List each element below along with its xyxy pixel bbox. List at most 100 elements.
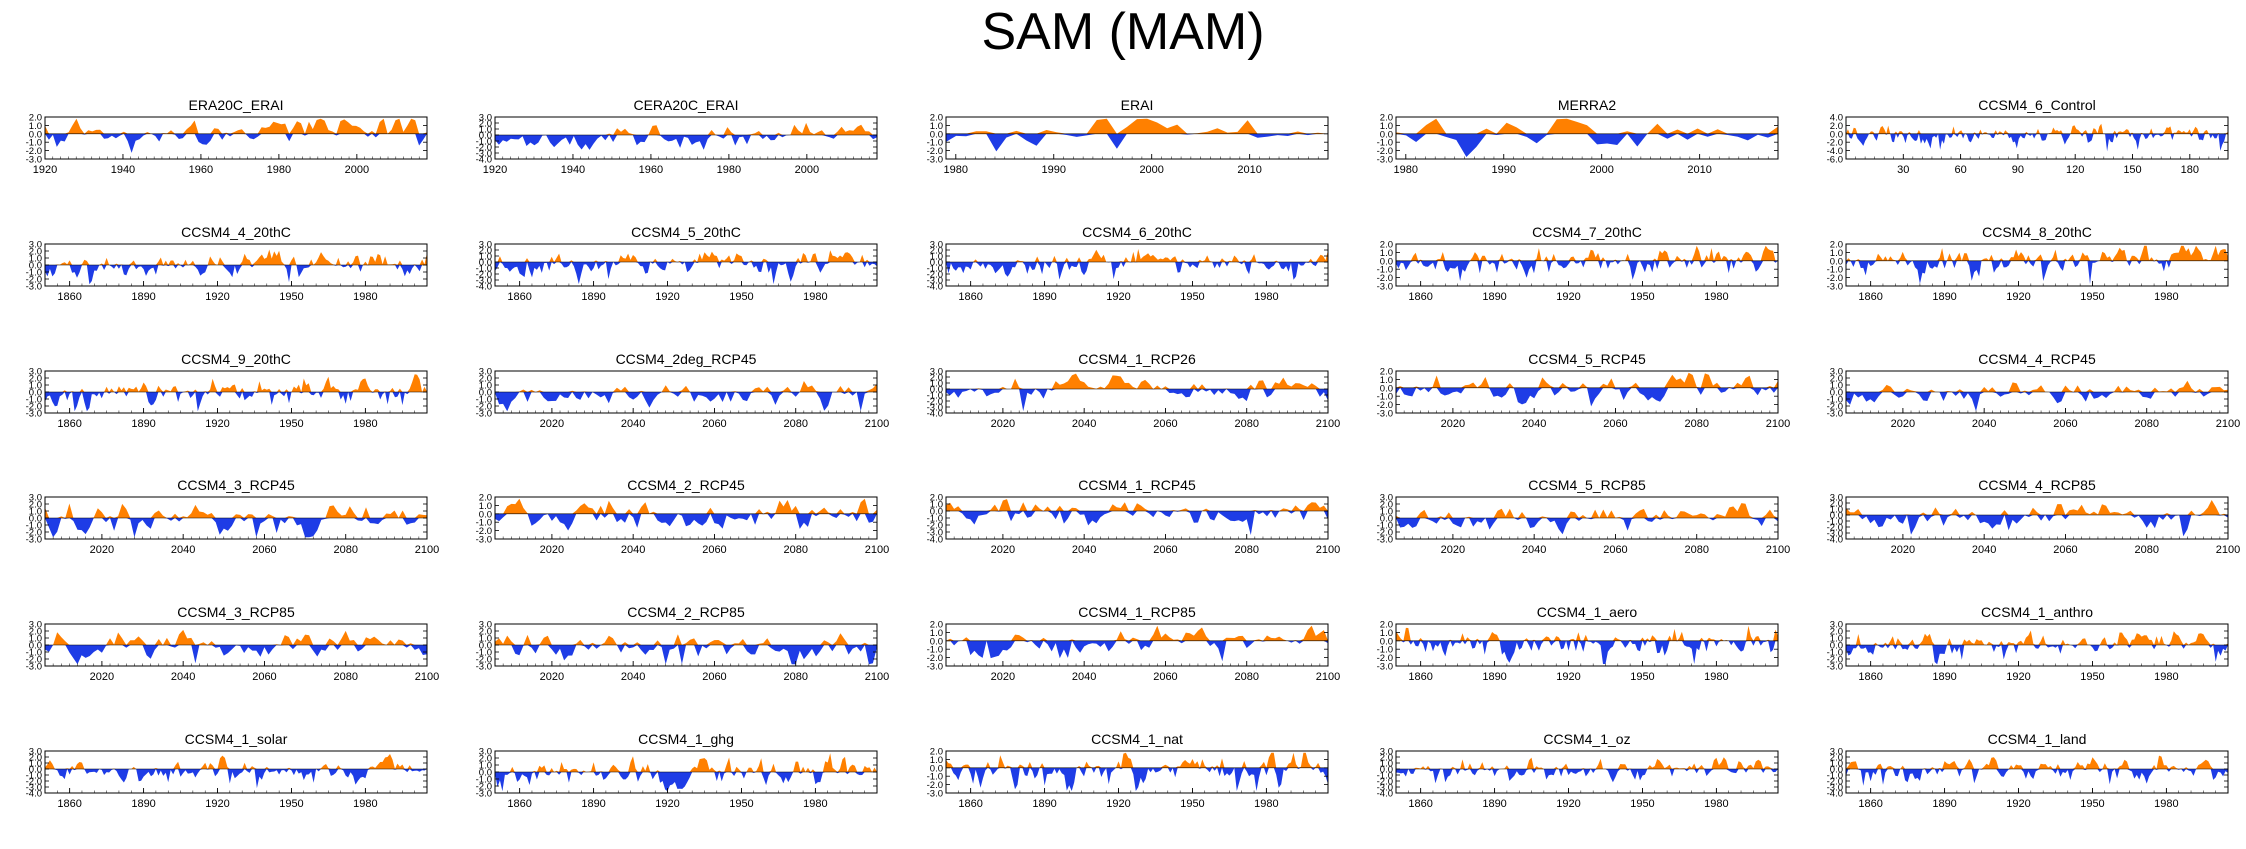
- x-tick-label: 2080: [783, 544, 807, 556]
- negative-area: [495, 513, 877, 531]
- panel-title: CCSM4_1_RCP26: [1078, 351, 1196, 367]
- y-tick-label: -3.0: [1377, 282, 1393, 293]
- y-tick-label: -4.0: [26, 789, 42, 800]
- y-tick-label: -4.0: [1377, 789, 1393, 800]
- y-tick-label: 2.0: [1830, 499, 1843, 510]
- x-tick-label: 2060: [702, 544, 726, 556]
- y-tick-label: 2.0: [930, 246, 943, 257]
- y-tick-label: 3.0: [479, 367, 492, 378]
- x-tick-label: 1860: [57, 291, 81, 303]
- y-tick-label: -1.0: [476, 137, 492, 148]
- y-tick-label: -3.0: [26, 662, 42, 673]
- y-tick-label: 0.0: [1380, 256, 1393, 267]
- x-tick-label: 1890: [1032, 291, 1056, 303]
- panel-ccsm4-9-20thc: CCSM4_9_20thC 3.02.01.00.0-1.0-2.0-3.0 186…: [26, 351, 428, 430]
- y-tick-label: 1.0: [1830, 759, 1843, 770]
- y-tick-label: 1.0: [29, 507, 42, 518]
- y-tick-label: -1.0: [1827, 771, 1843, 782]
- x-tick-label: 1860: [57, 418, 81, 430]
- x-tick-label: 2100: [1766, 544, 1790, 556]
- positive-area: [495, 381, 877, 392]
- positive-area: [45, 503, 427, 518]
- plot-frame: [44, 750, 428, 794]
- positive-area: [1396, 118, 1778, 134]
- y-tick-label: -6.0: [1827, 155, 1843, 166]
- y-tick-label: 0.0: [29, 388, 42, 399]
- x-tick-label: 2040: [1522, 544, 1546, 556]
- panel-ccsm4-1-oz: CCSM4_1_oz 3.02.01.00.0-1.0-2.0-3.0-4.0 18…: [1377, 731, 1779, 810]
- y-tick-label: 0.0: [1830, 641, 1843, 652]
- panel-ccsm4-6-20thc: CCSM4_6_20thC 3.02.01.00.0-1.0-2.0-3.0-4.…: [927, 224, 1329, 303]
- y-tick-label: 0.0: [1380, 514, 1393, 525]
- negative-area: [1846, 133, 2228, 152]
- x-tick-label: 1890: [1932, 798, 1956, 810]
- x-tick-label: 2080: [783, 418, 807, 430]
- x-tick-label: 1950: [729, 798, 753, 810]
- y-tick-label: 1.0: [1830, 634, 1843, 645]
- y-tick-label: -3.0: [1827, 409, 1843, 420]
- panel-title: CCSM4_2_RCP45: [627, 477, 745, 493]
- panel-title: CCSM4_4_RCP45: [1978, 351, 2096, 367]
- x-tick-label: 2080: [1234, 544, 1258, 556]
- plot-frame: [1395, 750, 1779, 794]
- y-tick-label: 3.0: [479, 113, 492, 124]
- y-tick-label: 2.0: [29, 627, 42, 638]
- y-tick-label: -2.0: [927, 780, 943, 791]
- y-tick-label: 2.0: [479, 627, 492, 638]
- x-tick-label: 1960: [189, 164, 213, 176]
- positive-area: [45, 629, 427, 645]
- y-tick-label: -2.0: [927, 521, 943, 532]
- panel-ccsm4-1-anthro: CCSM4_1_anthro 3.02.01.00.0-1.0-2.0-3.0 18…: [1827, 604, 2229, 683]
- panel-ccsm4-1-ghg: CCSM4_1_ghg 3.02.01.00.0-1.0-2.0-3.0 1860 1…: [476, 731, 878, 810]
- x-tick-label: 2000: [795, 164, 819, 176]
- y-tick-label: -2.0: [26, 777, 42, 788]
- x-tick-label: 1980: [267, 164, 291, 176]
- x-tick-label: 2010: [1237, 164, 1261, 176]
- x-tick-label: 1920: [1556, 671, 1580, 683]
- x-tick-label: 1920: [2006, 291, 2030, 303]
- panel-ccsm4-2-rcp45: CCSM4_2_RCP45 2.01.00.0-1.0-2.0-3.0 2020 20…: [476, 477, 890, 556]
- x-tick-label: 2100: [415, 671, 439, 683]
- y-tick-label: 0.0: [479, 388, 492, 399]
- x-tick-label: 1920: [655, 291, 679, 303]
- y-tick-label: -2.0: [1827, 402, 1843, 413]
- positive-area: [1846, 630, 2228, 645]
- panel-ccsm4-1-rcp45: CCSM4_1_RCP45 2.01.00.0-1.0-2.0-3.0-4.0 20…: [927, 477, 1341, 556]
- y-tick-label: 2.0: [29, 500, 42, 511]
- panel-title: CCSM4_5_RCP85: [1528, 477, 1646, 493]
- negative-area: [946, 133, 1328, 152]
- y-tick-label: 0.0: [1380, 636, 1393, 647]
- y-tick-label: 3.0: [29, 747, 42, 758]
- negative-area: [946, 511, 1328, 535]
- x-tick-label: 1980: [2154, 798, 2178, 810]
- positive-area: [1846, 245, 2228, 261]
- y-tick-label: -2.0: [26, 528, 42, 539]
- y-tick-label: 1.0: [29, 254, 42, 265]
- negative-area: [1396, 260, 1778, 282]
- y-tick-label: 1.0: [1830, 248, 1843, 259]
- plot-frame: [1845, 750, 2229, 794]
- y-tick-label: 0.0: [29, 765, 42, 776]
- y-tick-label: 1.0: [930, 121, 943, 132]
- x-tick-label: 1980: [803, 291, 827, 303]
- y-tick-label: 0.0: [29, 261, 42, 272]
- y-tick-label: 0.0: [930, 129, 943, 140]
- y-tick-label: -2.0: [1827, 777, 1843, 788]
- y-tick-label: 1.0: [479, 634, 492, 645]
- x-tick-label: 2080: [1684, 418, 1708, 430]
- negative-area: [1846, 645, 2228, 665]
- y-tick-label: 1.0: [29, 121, 42, 132]
- x-tick-label: 1950: [279, 418, 303, 430]
- y-tick-label: -1.0: [26, 648, 42, 659]
- positive-area: [45, 118, 427, 134]
- positive-area: [1846, 755, 2228, 769]
- plot-frame: [945, 370, 1329, 414]
- y-tick-label: -1.0: [927, 514, 943, 525]
- panel-ccsm4-3-rcp45: CCSM4_3_RCP45 3.02.01.00.0-1.0-2.0-3.0 202…: [26, 477, 440, 556]
- panel-ccsm4-2-rcp85: CCSM4_2_RCP85 3.02.01.00.0-1.0-2.0-3.0 202…: [476, 604, 890, 683]
- negative-area: [1396, 387, 1778, 407]
- x-tick-label: 1950: [1630, 798, 1654, 810]
- y-tick-label: 2.0: [1380, 113, 1393, 124]
- x-tick-label: 1920: [205, 418, 229, 430]
- plot-frame: [494, 496, 878, 540]
